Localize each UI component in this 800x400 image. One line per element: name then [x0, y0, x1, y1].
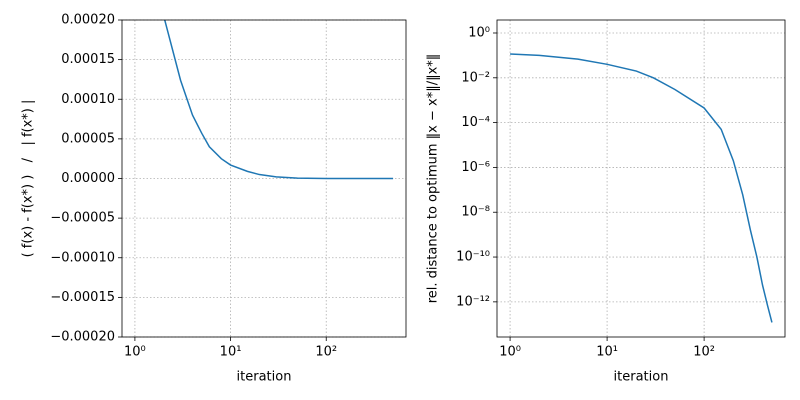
y-tick-label: −0.00015 [50, 290, 115, 305]
y-axis-label: rel. distance to optimum ‖x − x*‖/‖x*‖ [426, 54, 441, 304]
y-tick-label: 10⁻⁸ [461, 205, 490, 220]
y-tick-label: 0.00010 [61, 92, 115, 107]
data-line [163, 20, 394, 180]
y-tick-label: 10⁻⁴ [461, 115, 490, 130]
y-axis-label: ( f(x) - f(x*) ) / | f(x*) | [21, 100, 36, 258]
x-tick-label: 10⁰ [499, 345, 521, 360]
x-tick-label: 10⁰ [124, 345, 146, 360]
y-tick-label: 0.00020 [61, 13, 115, 28]
x-axis-label: iteration [237, 370, 292, 385]
y-tick-label: 10⁻⁶ [461, 160, 490, 175]
plot-area: 10⁰ 10¹ 10² 10⁰ 10⁻² 10⁻⁴ 10⁻⁶ 10⁻⁸ 10⁻¹⁰ 10⁻¹² it… [426, 19, 786, 385]
y-tick-label: −0.00020 [50, 330, 115, 345]
x-axis-label: iteration [614, 370, 669, 385]
axes-frame [496, 19, 786, 338]
x-tick-label: 10² [315, 345, 337, 360]
y-tick-label: −0.00005 [50, 211, 115, 226]
y-tick-label: 0.00015 [61, 52, 115, 67]
y-tick-label: −0.00010 [50, 250, 115, 265]
x-tick-label: 10¹ [220, 345, 242, 360]
y-tick-label: 0.00005 [61, 131, 115, 146]
y-tick-label: 0.00000 [61, 171, 115, 186]
data-line [510, 53, 773, 323]
axes-frame [121, 19, 407, 338]
y-tick-label: 10⁰ [468, 25, 490, 40]
plot-area: 10⁰ 10¹ 10² −0.00020 −0.00015 −0.00010 −0.0000… [21, 13, 407, 385]
y-tick-label: 10⁻² [461, 70, 490, 85]
y-tick-label: 10⁻¹² [456, 294, 490, 309]
y-tick-label: 10⁻¹⁰ [456, 250, 490, 265]
x-tick-label: 10² [693, 345, 715, 360]
x-tick-label: 10¹ [596, 345, 618, 360]
